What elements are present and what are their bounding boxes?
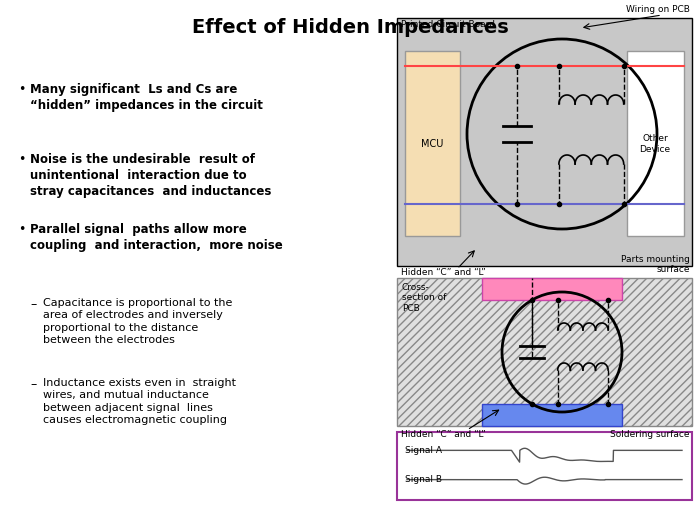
Text: Hidden “C” and “L”: Hidden “C” and “L”	[401, 430, 486, 439]
Text: Signal A: Signal A	[405, 446, 442, 455]
Text: Capacitance is proportional to the
area of electrodes and inversely
proportional: Capacitance is proportional to the area …	[43, 298, 232, 345]
Text: Effect of Hidden Impedances: Effect of Hidden Impedances	[192, 18, 508, 37]
Text: –: –	[30, 378, 36, 391]
Text: Parallel signal  paths allow more
coupling  and interaction,  more noise: Parallel signal paths allow more couplin…	[30, 223, 283, 252]
Text: Parts mounting
surface: Parts mounting surface	[621, 255, 690, 274]
Text: Soldering surface: Soldering surface	[610, 430, 690, 439]
Bar	[397, 432, 692, 500]
Text: Many significant  Ls and Cs are
“hidden” impedances in the circuit: Many significant Ls and Cs are “hidden” …	[30, 83, 263, 112]
Text: Noise is the undesirable  result of
unintentional  interaction due to
stray capa: Noise is the undesirable result of unint…	[30, 153, 272, 198]
Bar	[482, 404, 622, 426]
Text: Other
Device: Other Device	[639, 134, 671, 154]
Bar	[627, 51, 684, 236]
Text: –: –	[30, 298, 36, 311]
Text: •: •	[18, 83, 25, 96]
Text: •: •	[18, 153, 25, 166]
Text: MCU: MCU	[421, 139, 443, 149]
Text: •: •	[18, 223, 25, 236]
Text: Signal B: Signal B	[405, 475, 442, 484]
Text: Wiring on PCB: Wiring on PCB	[626, 5, 690, 14]
Bar	[397, 18, 692, 266]
Text: Printed Circuit Board: Printed Circuit Board	[401, 20, 495, 29]
Text: Hidden “C” and “L”: Hidden “C” and “L”	[401, 268, 486, 277]
Bar	[482, 278, 622, 300]
Bar	[405, 51, 460, 236]
Bar	[397, 278, 692, 426]
Text: Cross-
section of
PCB: Cross- section of PCB	[402, 283, 447, 313]
Text: Inductance exists even in  straight
wires, and mutual inductance
between adjacen: Inductance exists even in straight wires…	[43, 378, 236, 425]
